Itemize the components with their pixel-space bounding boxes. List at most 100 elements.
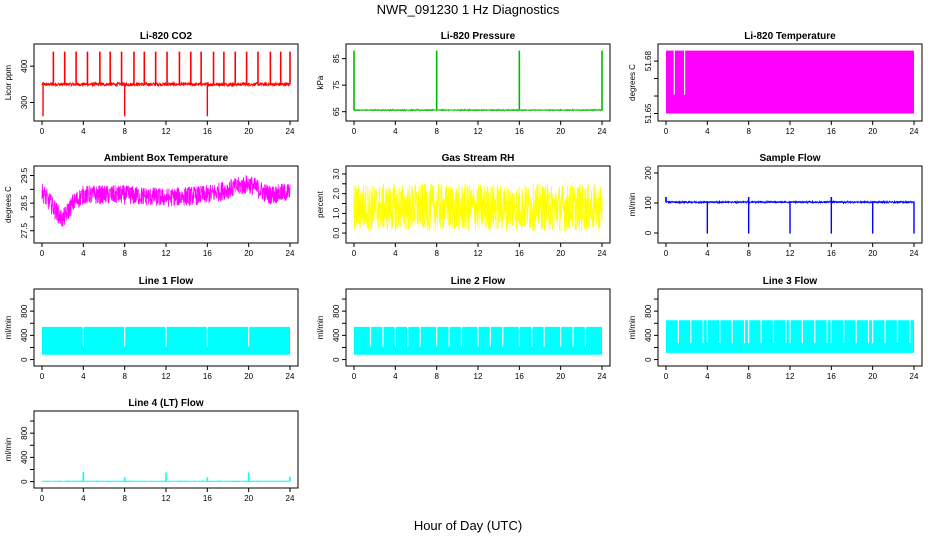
x-tick-label: 16: [827, 127, 836, 136]
x-tick-label: 8: [746, 127, 751, 136]
x-axis-label: Hour of Day (UTC): [413, 518, 523, 533]
y-axis-label: ml/min: [316, 316, 325, 340]
series-line: [41, 175, 291, 227]
x-tick-label: 8: [434, 249, 439, 258]
panel-li-820-co2: Li-820 CO2 Licor ppm 0 4 8 12 16 20 24 300 400: [4, 31, 299, 136]
x-tick-label: 8: [746, 372, 751, 381]
y-tick-label: 400: [644, 328, 653, 342]
series-sample-flow: [665, 197, 915, 234]
x-tick-label: 4: [81, 372, 86, 381]
y-axis-label: ml/min: [628, 193, 637, 217]
x-tick-label: 8: [122, 494, 127, 503]
x-tick-label: 4: [393, 372, 398, 381]
x-tick-label: 0: [664, 372, 669, 381]
x-tick-label: 24: [598, 127, 607, 136]
series-li-820-temperature: [666, 50, 914, 114]
y-tick-label: 400: [20, 328, 29, 342]
x-tick-label: 20: [244, 127, 253, 136]
y-tick-label: 400: [20, 450, 29, 464]
y-axis-label: kPa: [316, 75, 325, 89]
y-tick-label: 100: [644, 196, 653, 210]
y-tick-label: 29.5: [20, 167, 29, 183]
series-ambient-box-temperature: [41, 175, 291, 227]
x-tick-label: 8: [122, 127, 127, 136]
x-tick-label: 4: [705, 249, 710, 258]
x-tick-label: 20: [556, 249, 565, 258]
x-tick-label: 0: [352, 249, 357, 258]
x-tick-label: 16: [515, 127, 524, 136]
y-tick-label: 51.65: [644, 103, 653, 124]
x-tick-label: 8: [122, 249, 127, 258]
x-tick-label: 0: [40, 127, 45, 136]
x-tick-label: 16: [203, 127, 212, 136]
y-tick-label: 0: [332, 357, 341, 362]
series-line-4-lt-flow: [41, 471, 291, 483]
x-tick-label: 8: [746, 249, 751, 258]
panel-title: Li-820 Temperature: [744, 31, 836, 42]
panel-title: Line 4 (LT) Flow: [128, 398, 204, 409]
x-tick-label: 24: [910, 127, 919, 136]
y-tick-label: 300: [20, 95, 29, 109]
y-tick-label: 3.0: [332, 168, 341, 180]
x-tick-label: 4: [393, 249, 398, 258]
x-tick-label: 20: [244, 494, 253, 503]
series-line: [353, 108, 603, 113]
x-tick-label: 4: [81, 494, 86, 503]
y-tick-label: 0: [20, 357, 29, 362]
x-tick-label: 20: [868, 249, 877, 258]
x-tick-label: 4: [705, 372, 710, 381]
x-tick-label: 0: [352, 127, 357, 136]
y-tick-label: 800: [20, 304, 29, 318]
y-axis-label: ml/min: [628, 316, 637, 340]
x-tick-label: 16: [203, 494, 212, 503]
x-tick-label: 0: [40, 372, 45, 381]
panel-line-3-flow: Line 3 Flow ml/min 0 4 8 12 16 20 24 0 400 800: [628, 276, 923, 381]
y-tick-label: 200: [644, 166, 653, 180]
y-axis-label: degrees C: [4, 186, 13, 223]
x-tick-label: 8: [122, 372, 127, 381]
x-tick-label: 12: [162, 127, 171, 136]
page-title: NWR_091230 1 Hz Diagnostics: [376, 2, 560, 17]
y-tick-label: 75: [332, 80, 341, 89]
x-tick-label: 16: [515, 249, 524, 258]
panel-sample-flow: Sample Flow ml/min 0 4 8 12 16 20 24 0 100 200: [628, 153, 923, 258]
panel-li-820-temperature: Li-820 Temperature degrees C 0 4 8 12 16 20 24 51…: [628, 31, 923, 136]
y-tick-label: 28.5: [20, 195, 29, 211]
x-tick-label: 12: [786, 372, 795, 381]
panel-line-4-lt-flow: Line 4 (LT) Flow ml/min 0 4 8 12 16 20 24 0 400 800: [4, 398, 299, 503]
x-tick-label: 12: [786, 127, 795, 136]
x-tick-label: 0: [40, 494, 45, 503]
panel-title: Line 1 Flow: [139, 276, 194, 287]
x-tick-label: 16: [827, 372, 836, 381]
y-tick-label: 800: [332, 304, 341, 318]
panel-title: Line 2 Flow: [451, 276, 506, 287]
x-tick-label: 20: [556, 127, 565, 136]
series-line: [41, 80, 291, 88]
y-tick-label: 0: [644, 230, 653, 235]
x-tick-label: 12: [162, 372, 171, 381]
y-tick-label: 51.68: [644, 51, 653, 72]
series-line: [665, 199, 915, 205]
x-tick-label: 16: [515, 372, 524, 381]
x-tick-label: 4: [393, 127, 398, 136]
x-tick-label: 12: [162, 249, 171, 258]
y-axis-label: ml/min: [4, 438, 13, 462]
series-li-820-pressure: [353, 50, 603, 113]
y-axis-label: percent: [316, 190, 325, 217]
x-tick-label: 24: [598, 249, 607, 258]
series-li-820-co2: [41, 51, 291, 117]
panel-title: Li-820 CO2: [140, 31, 193, 42]
x-tick-label: 12: [474, 127, 483, 136]
y-tick-label: 800: [20, 426, 29, 440]
x-tick-label: 24: [598, 372, 607, 381]
y-tick-label: 800: [644, 304, 653, 318]
y-tick-label: 65: [332, 107, 341, 116]
x-tick-label: 20: [244, 249, 253, 258]
y-tick-label: 0: [644, 357, 653, 362]
series-line-2-flow: [354, 326, 602, 355]
series-line-1-flow: [42, 326, 290, 355]
panel-line-2-flow: Line 2 Flow ml/min 0 4 8 12 16 20 24 0 400 800: [316, 276, 611, 381]
panel-title: Line 3 Flow: [763, 276, 818, 287]
y-tick-label: 400: [332, 328, 341, 342]
